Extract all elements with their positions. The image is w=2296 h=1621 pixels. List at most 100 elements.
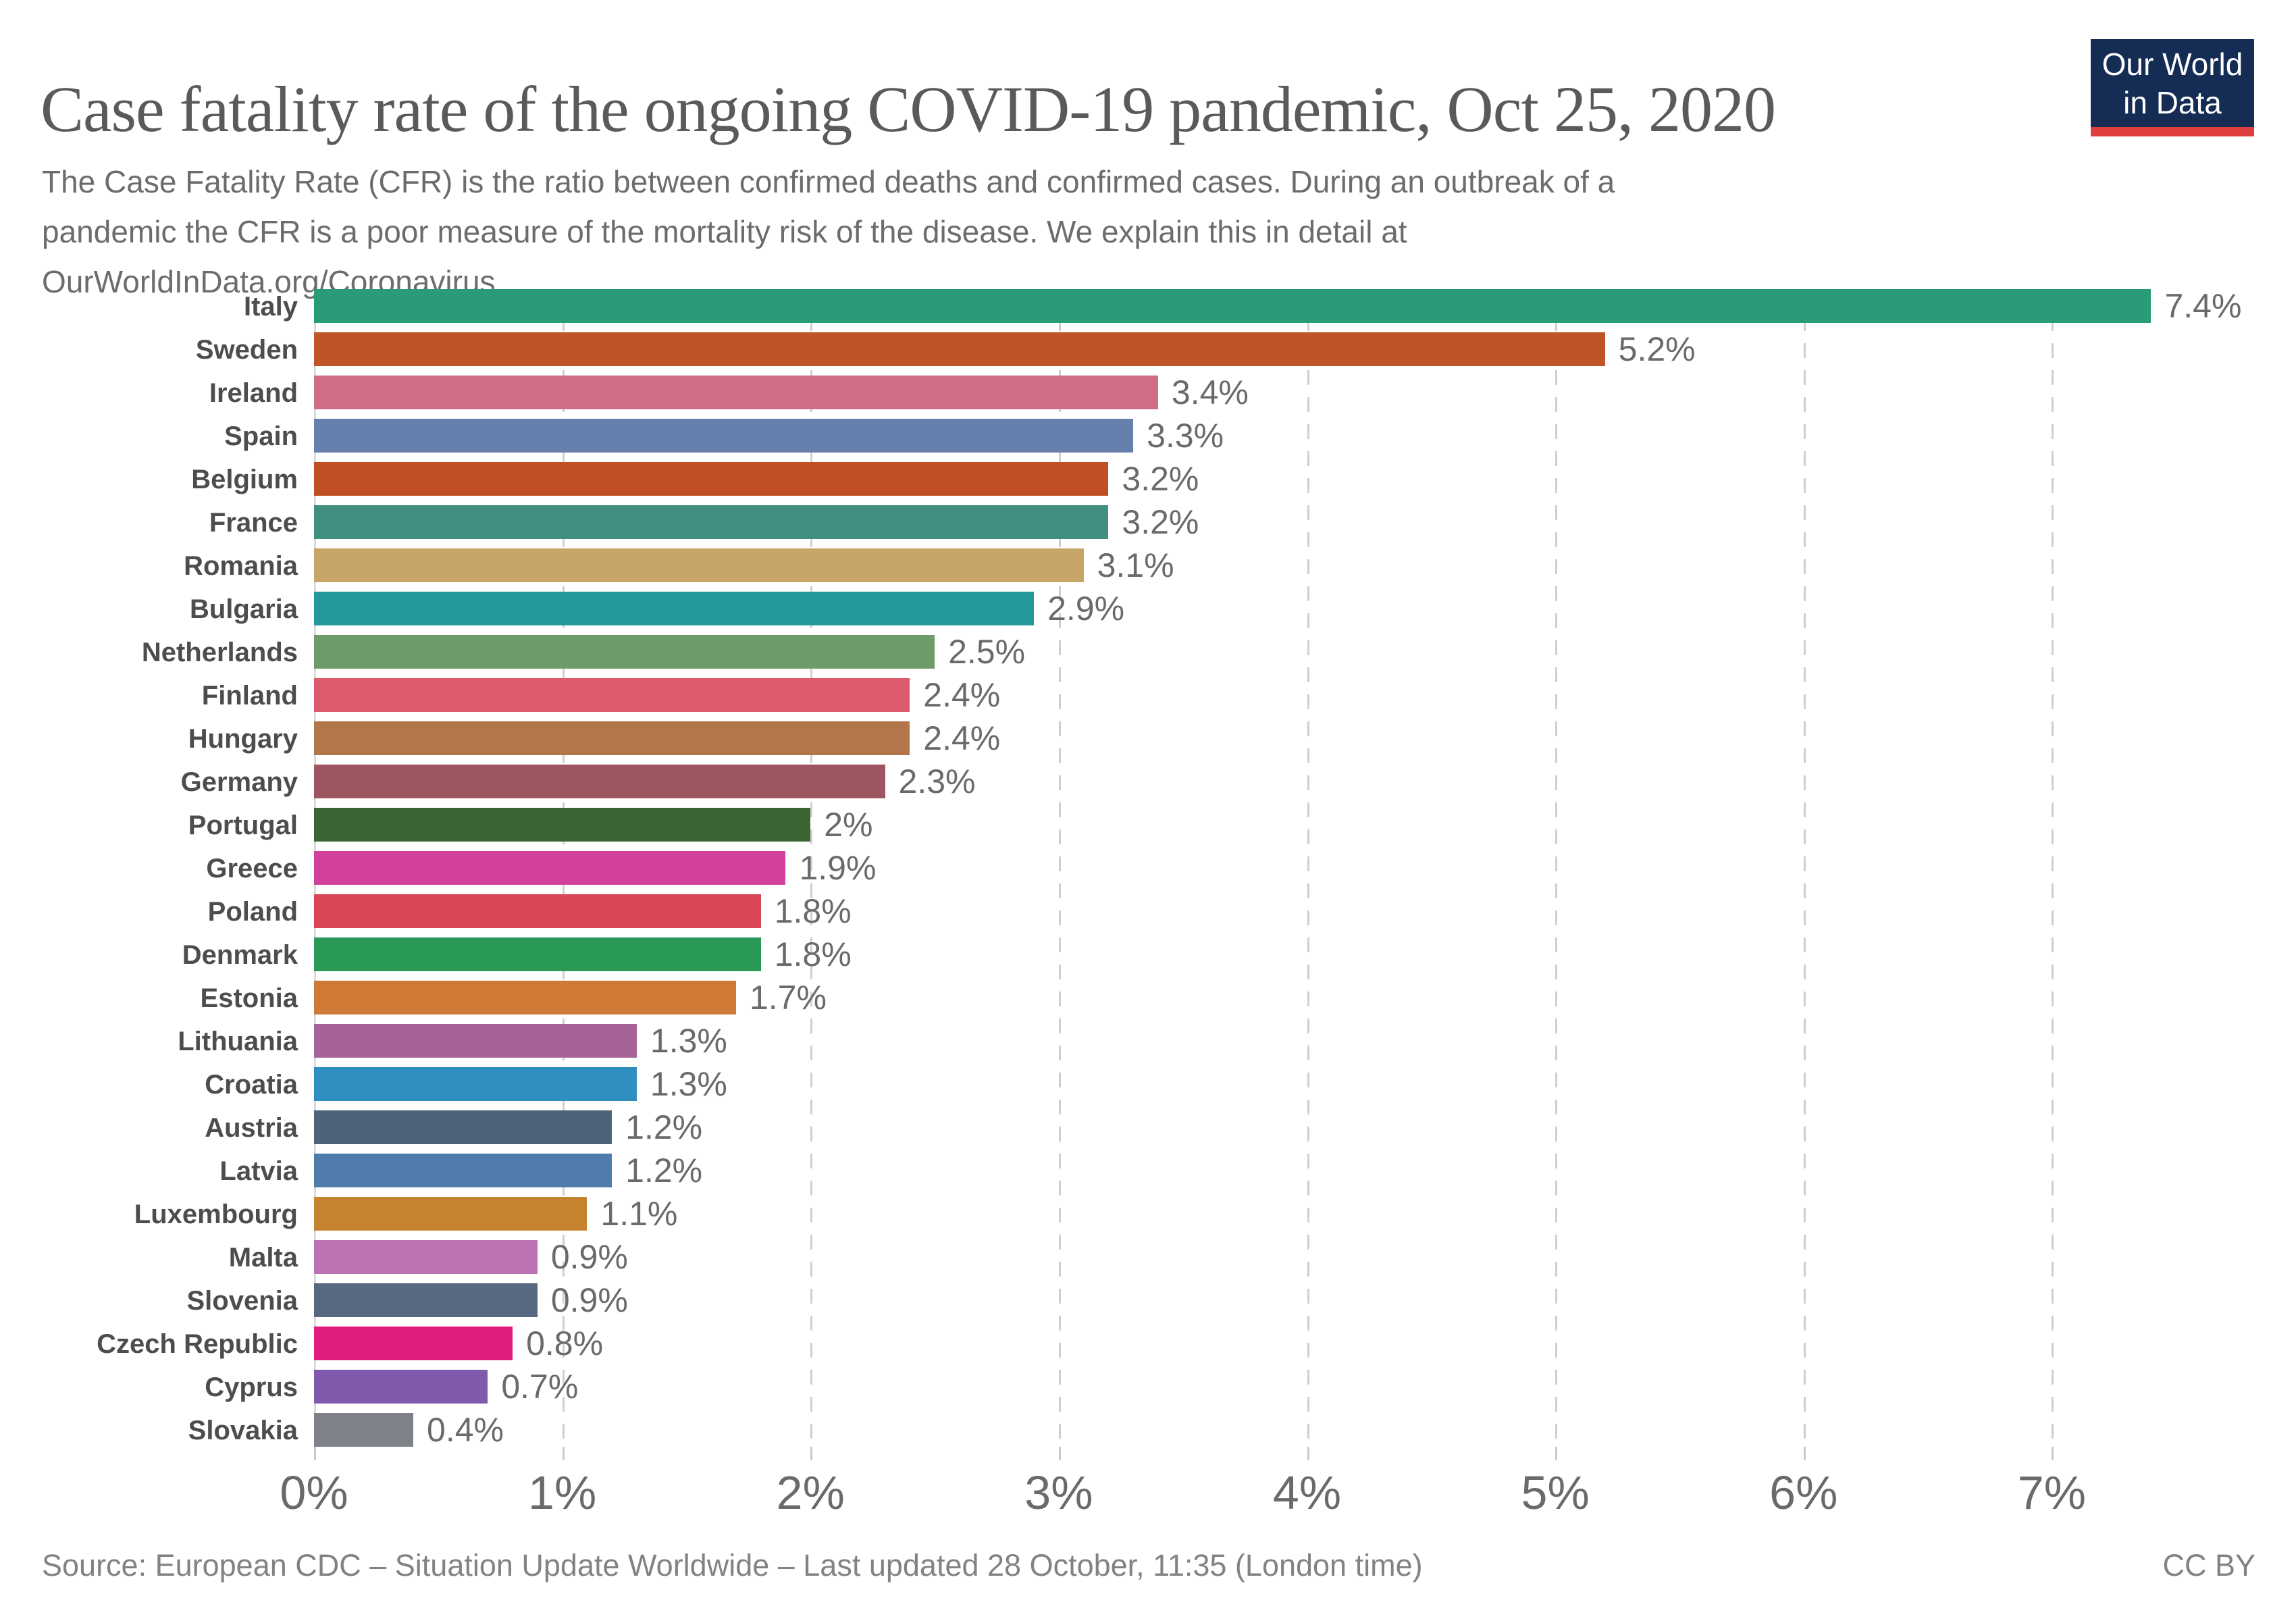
x-tick-label: 1% [528,1466,597,1519]
bar-row: Malta 0.9% [229,1239,2293,1275]
country-label: Denmark [182,940,298,970]
value-label: 2.5% [948,633,1026,671]
bar[interactable] [314,548,1084,582]
bar[interactable] [314,808,811,842]
bar-row: France 3.2% [209,504,2293,540]
bar-row: Portugal 2% [188,806,2293,844]
bar-row: Luxembourg 1.1% [134,1195,2293,1233]
bar[interactable] [314,592,1035,625]
bar[interactable] [314,1024,637,1058]
bar-row: Croatia 1.3% [205,1066,2293,1102]
bar[interactable] [314,332,1605,366]
country-label: Finland [201,681,298,711]
owid-logo-line-1: Our World [2102,47,2243,82]
bar-row: Estonia 1.7% [201,979,2293,1017]
bar-row: Slovakia 0.4% [188,1411,2293,1449]
bar-row: Austria 1.2% [205,1109,2293,1146]
country-label: Belgium [191,465,298,494]
bar[interactable] [314,937,761,971]
bar[interactable] [314,419,1134,453]
value-label: 1.8% [774,892,852,930]
gridline [810,289,813,1447]
country-label: Luxembourg [134,1200,298,1229]
bar[interactable] [314,1110,612,1144]
bar-row: Greece 1.9% [206,849,2293,887]
country-label: Germany [180,767,298,797]
value-label: 0.4% [427,1411,504,1449]
value-label: 0.7% [501,1368,579,1406]
bar[interactable] [314,981,736,1014]
bar-row: Sweden 5.2% [196,330,2293,368]
bar[interactable] [314,721,910,755]
x-tick-label: 0% [280,1466,348,1519]
bar[interactable] [314,505,1109,539]
value-label: 1.9% [799,849,877,887]
country-label: Romania [184,551,298,581]
value-label: 2% [824,806,873,844]
bar[interactable] [314,1370,488,1404]
owid-logo-line-2: in Data [2123,85,2222,120]
bar-row: Cyprus 0.7% [205,1368,2293,1406]
country-label: Spain [224,421,298,451]
bar[interactable] [314,1154,612,1187]
x-tick-label: 3% [1024,1466,1093,1519]
country-label: Austria [205,1113,298,1143]
country-label: Cyprus [205,1372,298,1402]
bar[interactable] [314,1240,538,1274]
country-label: Portugal [188,810,298,840]
bar-row: Spain 3.3% [224,417,2293,455]
country-label: Netherlands [141,638,298,667]
plot-area: 0% 1% 2% 3% 4% 5% 6% 7% Italy 7.4% Sweden 5.2% Irela… [97,288,2293,1519]
country-label: Poland [207,897,298,927]
footer-source: Source: European CDC – Situation Update … [42,1548,1423,1583]
bar[interactable] [314,678,910,712]
value-label: 1.7% [749,979,827,1017]
x-tick-label: 7% [2017,1466,2086,1519]
bar[interactable] [314,1283,538,1317]
country-label: France [209,508,298,538]
axis-tick [314,1447,316,1460]
country-label: Slovakia [188,1416,298,1445]
value-label: 2.4% [923,719,1001,757]
value-label: 5.2% [1618,330,1696,368]
bar[interactable] [314,851,786,885]
bar[interactable] [314,1067,637,1101]
value-label: 1.2% [625,1152,703,1189]
country-label: Lithuania [178,1027,298,1056]
country-label: Hungary [188,724,298,754]
country-label: Malta [228,1243,298,1272]
value-label: 1.1% [600,1195,678,1233]
bar-row: Ireland 3.4% [209,374,2293,411]
page-title: Case fatality rate of the ongoing COVID-… [41,73,1776,146]
chart-subtitle: The Case Fatality Rate (CFR) is the rati… [42,157,1615,307]
bar-row: Poland 1.8% [208,892,2293,930]
gridline [1555,289,1558,1447]
footer-license[interactable]: CC BY [2162,1548,2255,1583]
gridline [1307,289,1309,1447]
bar[interactable] [314,289,2151,323]
country-label: Italy [243,292,298,321]
bar-row: Romania 3.1% [184,547,2293,584]
country-label: Latvia [219,1156,298,1186]
bar[interactable] [314,376,1158,409]
bar[interactable] [314,894,761,928]
value-label: 2.3% [898,763,976,800]
country-label: Czech Republic [97,1329,298,1359]
owid-logo[interactable]: Our World in Data [2091,39,2254,136]
bar[interactable] [314,462,1109,496]
value-label: 3.3% [1147,417,1224,455]
x-tick-label: 6% [1769,1466,1838,1519]
country-label: Estonia [200,983,298,1013]
axis-tick [1555,1447,1558,1460]
axis-tick [810,1447,813,1460]
axis-tick [1307,1447,1309,1460]
value-label: 3.4% [1171,374,1249,411]
value-label: 3.2% [1122,460,1199,498]
bar[interactable] [314,635,935,669]
bar[interactable] [314,1413,414,1447]
bar[interactable] [314,765,885,798]
bar[interactable] [314,1197,588,1231]
bar[interactable] [314,1327,513,1360]
subtitle-line-2: pandemic the CFR is a poor measure of th… [42,214,1407,249]
bar-row: Netherlands 2.5% [142,633,2293,671]
